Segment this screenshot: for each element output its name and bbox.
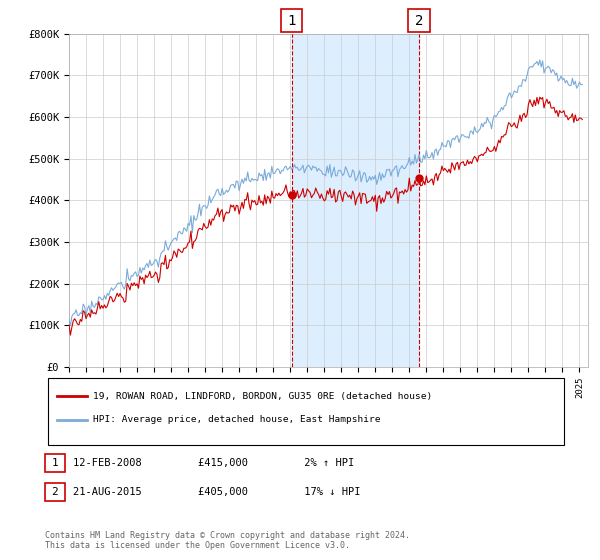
Text: 1: 1	[52, 458, 58, 468]
Text: 19, ROWAN ROAD, LINDFORD, BORDON, GU35 0RE (detached house): 19, ROWAN ROAD, LINDFORD, BORDON, GU35 0…	[93, 392, 432, 401]
Text: Contains HM Land Registry data © Crown copyright and database right 2024.
This d: Contains HM Land Registry data © Crown c…	[45, 530, 410, 550]
Text: 1: 1	[287, 14, 296, 28]
Text: 2: 2	[52, 487, 58, 497]
Bar	[292, 34, 419, 367]
Text: 2: 2	[415, 14, 424, 28]
Text: HPI: Average price, detached house, East Hampshire: HPI: Average price, detached house, East…	[93, 416, 380, 424]
Text: 12-FEB-2008         £415,000         2% ↑ HPI: 12-FEB-2008 £415,000 2% ↑ HPI	[73, 458, 355, 468]
Text: 21-AUG-2015         £405,000         17% ↓ HPI: 21-AUG-2015 £405,000 17% ↓ HPI	[73, 487, 361, 497]
